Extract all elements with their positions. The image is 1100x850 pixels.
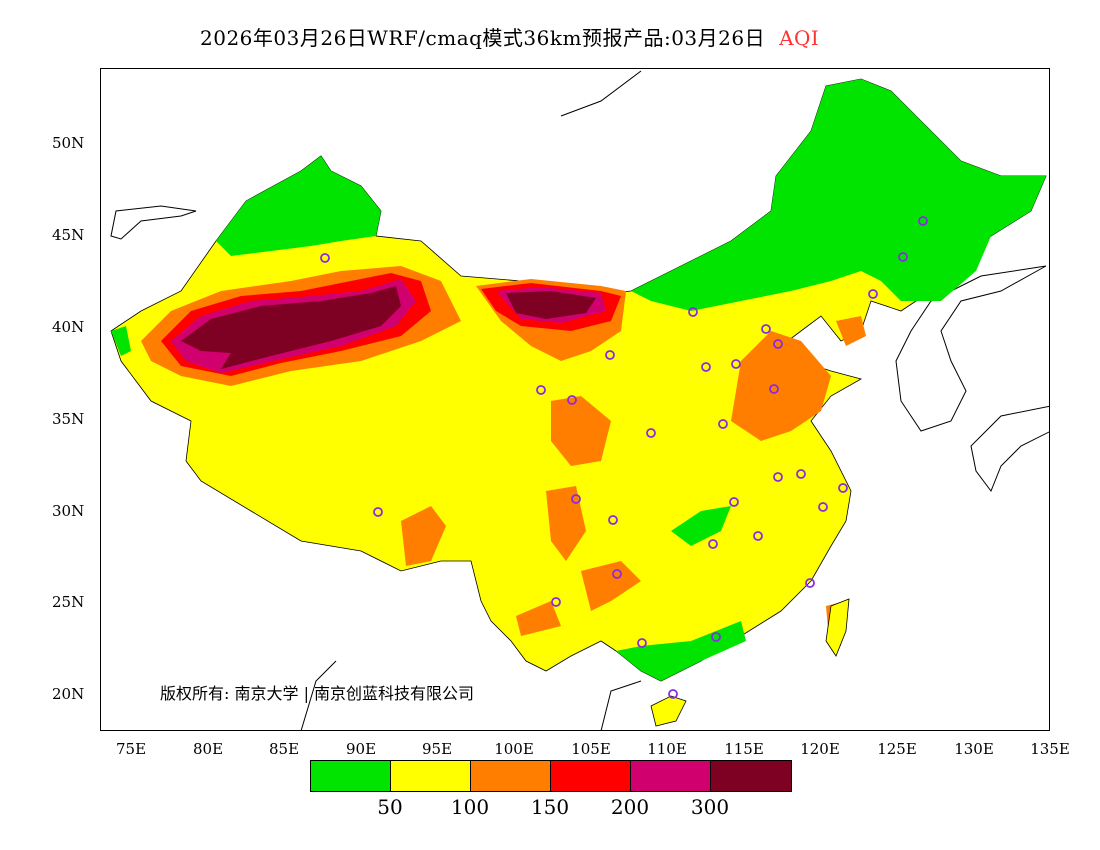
legend-swatch-medium (551, 761, 631, 791)
map-title: 2026年03月26日WRF/cmaq模式36km预报产品:03月26日 AQI (200, 22, 819, 51)
city-markers (320, 216, 928, 699)
lon-label: 75E (115, 740, 147, 758)
legend-label: 150 (530, 795, 570, 819)
lon-label: 125E (877, 740, 917, 758)
lat-label: 30N (52, 502, 85, 520)
lat-label: 25N (52, 593, 85, 611)
lon-label: 135E (1030, 740, 1070, 758)
copyright-text: 版权所有: 南京大学 | 南京创蓝科技有限公司 (160, 684, 475, 703)
lon-label: 130E (954, 740, 994, 758)
legend-swatch-moderate (391, 761, 471, 791)
lon-label: 110E (647, 740, 687, 758)
taiwan-island (825, 598, 850, 657)
lat-label: 50N (52, 134, 85, 152)
lon-label: 105E (571, 740, 611, 758)
legend-label: 50 (377, 795, 403, 819)
title-variable: AQI (779, 26, 820, 50)
legend-swatch-light (471, 761, 551, 791)
lon-label: 90E (345, 740, 377, 758)
legend-label: 200 (610, 795, 650, 819)
color-legend (310, 760, 792, 792)
lat-label: 45N (52, 226, 85, 244)
lon-label: 100E (494, 740, 534, 758)
legend-label: 100 (450, 795, 490, 819)
lon-label: 80E (192, 740, 224, 758)
aqi-map (100, 68, 1050, 731)
legend-swatch-heavy (631, 761, 711, 791)
lon-label: 85E (268, 740, 300, 758)
china-aqi-map (110, 70, 1049, 730)
legend-swatch-good (311, 761, 391, 791)
lon-label: 115E (724, 740, 764, 758)
aqi-green-areas (111, 79, 1046, 681)
lat-label: 40N (52, 318, 85, 336)
aqi-darkred-areas (181, 286, 596, 369)
hainan-island (650, 695, 687, 727)
lat-label: 35N (52, 410, 85, 428)
legend-label: 300 (690, 795, 730, 819)
lon-label: 95E (421, 740, 453, 758)
legend-swatch-severe (711, 761, 791, 791)
lat-label: 20N (52, 685, 85, 703)
foreign-coastlines (110, 70, 1049, 730)
lon-label: 120E (800, 740, 840, 758)
title-text: 2026年03月26日WRF/cmaq模式36km预报产品:03月26日 (200, 26, 766, 50)
